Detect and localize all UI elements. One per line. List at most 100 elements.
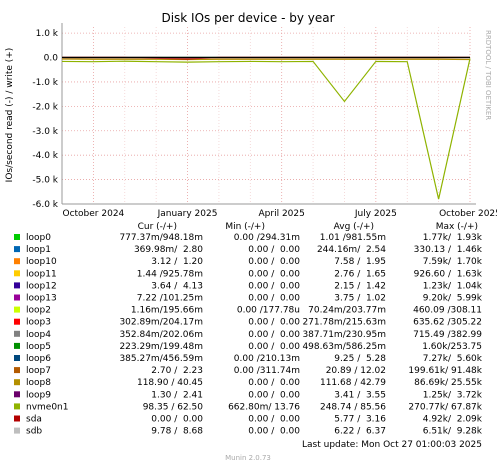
legend-value: 369.98m/ 2.80	[134, 245, 203, 255]
legend-value: 244.16m/ 2.54	[317, 245, 386, 255]
y-tick-label: -6.0 k	[32, 200, 58, 210]
legend-label: loop7	[26, 366, 51, 376]
legend-value: 6.22 / 6.37	[334, 427, 386, 437]
legend-value: 20.89 / 12.02	[326, 366, 386, 376]
legend-value: 0.00 / 0.00	[248, 269, 300, 279]
watermark: RRDTOOL / TOBI OETIKER	[484, 30, 492, 120]
x-tick-label: April 2025	[259, 209, 305, 219]
y-axis-label: IOs/second read (-) / write (+)	[5, 48, 15, 183]
footer: Munin 2.0.73	[225, 454, 271, 462]
legend-label: loop12	[26, 281, 57, 291]
legend-value: 387.71m/230.95m	[302, 330, 386, 340]
legend-label: loop0	[26, 233, 51, 243]
legend-value: 0.00 / 0.00	[248, 342, 300, 352]
legend-value: 7.22 /101.25m	[137, 294, 203, 304]
y-tick-label: 0.0	[44, 54, 59, 64]
legend-label: loop9	[26, 390, 51, 400]
legend-value: 330.13 / 1.46k	[414, 245, 483, 255]
legend-label: loop2	[26, 306, 51, 316]
legend-swatch	[14, 234, 20, 240]
legend-value: 70.24m/203.77m	[308, 306, 386, 316]
legend-label: loop13	[26, 294, 57, 304]
x-tick-label: October 2024	[62, 209, 124, 219]
legend-value: 0.00 / 0.00	[248, 281, 300, 291]
legend-value: 0.00 /294.31m	[234, 233, 300, 243]
legend-value: 1.77k/ 1.93k	[423, 233, 483, 243]
legend-header: Avg (-/+)	[334, 222, 374, 232]
legend-value: 662.80m/ 13.76	[228, 402, 300, 412]
legend-value: 460.09 /308.11	[413, 306, 482, 316]
legend-label: nvme0n1	[26, 402, 69, 412]
legend-value: 9.25 / 5.28	[334, 354, 386, 364]
legend-value: 385.27m/456.59m	[119, 354, 203, 364]
legend-value: 2.70 / 2.23	[151, 366, 203, 376]
series-line	[61, 58, 471, 200]
legend-swatch	[14, 355, 20, 361]
y-tick-label: -4.0 k	[32, 151, 58, 161]
legend-value: 1.30 / 2.41	[151, 390, 203, 400]
legend-header: Min (-/+)	[225, 222, 265, 232]
legend-header: Cur (-/+)	[138, 222, 177, 232]
legend-value: 715.49 /382.99	[413, 330, 482, 340]
legend-swatch	[14, 403, 20, 410]
legend-value: 1.01 /981.55m	[320, 233, 386, 243]
last-update: Last update: Mon Oct 27 01:00:03 2025	[302, 440, 482, 450]
legend-label: loop4	[26, 330, 51, 340]
legend-value: 0.00 / 0.00	[151, 415, 203, 425]
legend-value: 2.76 / 1.65	[334, 269, 386, 279]
y-tick-label: -1.0 k	[32, 78, 58, 88]
legend-value: 1.23k/ 1.04k	[423, 281, 483, 291]
legend-swatch	[14, 379, 20, 386]
legend-label: loop10	[26, 257, 57, 267]
legend-value: 0.00 / 0.00	[248, 427, 300, 437]
legend-value: 3.64 / 4.13	[151, 281, 203, 291]
legend-label: loop3	[26, 318, 51, 328]
legend-value: 3.75 / 1.02	[334, 294, 386, 304]
legend-value: 352.84m/202.06m	[119, 330, 203, 340]
legend-value: 7.59k/ 1.70k	[423, 257, 483, 267]
legend-value: 0.00 / 0.00	[248, 330, 300, 340]
legend-value: 9.78 / 8.68	[151, 427, 203, 437]
y-tick-label: 1.0 k	[36, 29, 59, 39]
legend-value: 1.44 /925.78m	[137, 269, 203, 279]
legend-swatch	[14, 282, 20, 289]
legend-value: 2.15 / 1.42	[334, 281, 386, 291]
legend-value: 199.61k/ 91.48k	[408, 366, 482, 376]
legend-label: loop5	[26, 342, 51, 352]
legend-header: Max (-/+)	[436, 222, 478, 232]
legend-label: sda	[26, 415, 42, 425]
legend-value: 270.77k/ 67.87k	[408, 402, 482, 412]
legend-value: 5.77 / 3.16	[334, 415, 386, 425]
legend-value: 3.12 / 1.20	[151, 257, 203, 267]
legend-swatch	[14, 258, 20, 265]
legend-value: 498.63m/586.25m	[302, 342, 386, 352]
chart-title: Disk IOs per device - by year	[161, 11, 334, 25]
legend-value: 1.60k/253.75	[422, 342, 482, 352]
legend-value: 1.16m/195.66m	[131, 306, 203, 316]
legend-value: 248.74 / 85.56	[320, 402, 386, 412]
legend-value: 271.78m/215.63m	[302, 318, 386, 328]
x-tick-label: July 2025	[354, 209, 397, 219]
legend-value: 3.41 / 3.55	[334, 390, 386, 400]
legend-value: 7.27k/ 5.60k	[423, 354, 483, 364]
legend-value: 4.92k/ 2.09k	[423, 415, 483, 425]
legend-value: 1.25k/ 3.72k	[423, 390, 483, 400]
y-tick-label: -2.0 k	[32, 102, 58, 112]
legend-value: 223.29m/199.48m	[119, 342, 203, 352]
legend-swatch	[14, 391, 20, 398]
legend-value: 0.00 / 0.00	[248, 257, 300, 267]
legend-value: 111.68 / 42.79	[320, 378, 386, 388]
y-tick-label: -3.0 k	[32, 127, 58, 137]
legend-value: 86.69k/ 25.55k	[414, 378, 483, 388]
legend-value: 0.00 /210.13m	[234, 354, 300, 364]
legend-value: 0.00 / 0.00	[248, 378, 300, 388]
legend-swatch	[14, 330, 20, 337]
legend-label: loop8	[26, 378, 51, 388]
legend-value: 0.00 / 0.00	[248, 245, 300, 255]
y-tick-label: -5.0 k	[32, 176, 58, 186]
legend-value: 118.90 / 40.45	[137, 378, 203, 388]
legend-value: 0.00 /177.78u	[237, 306, 300, 316]
legend-value: 7.58 / 1.95	[334, 257, 386, 267]
legend-label: loop6	[26, 354, 51, 364]
legend-label: loop1	[26, 245, 51, 255]
